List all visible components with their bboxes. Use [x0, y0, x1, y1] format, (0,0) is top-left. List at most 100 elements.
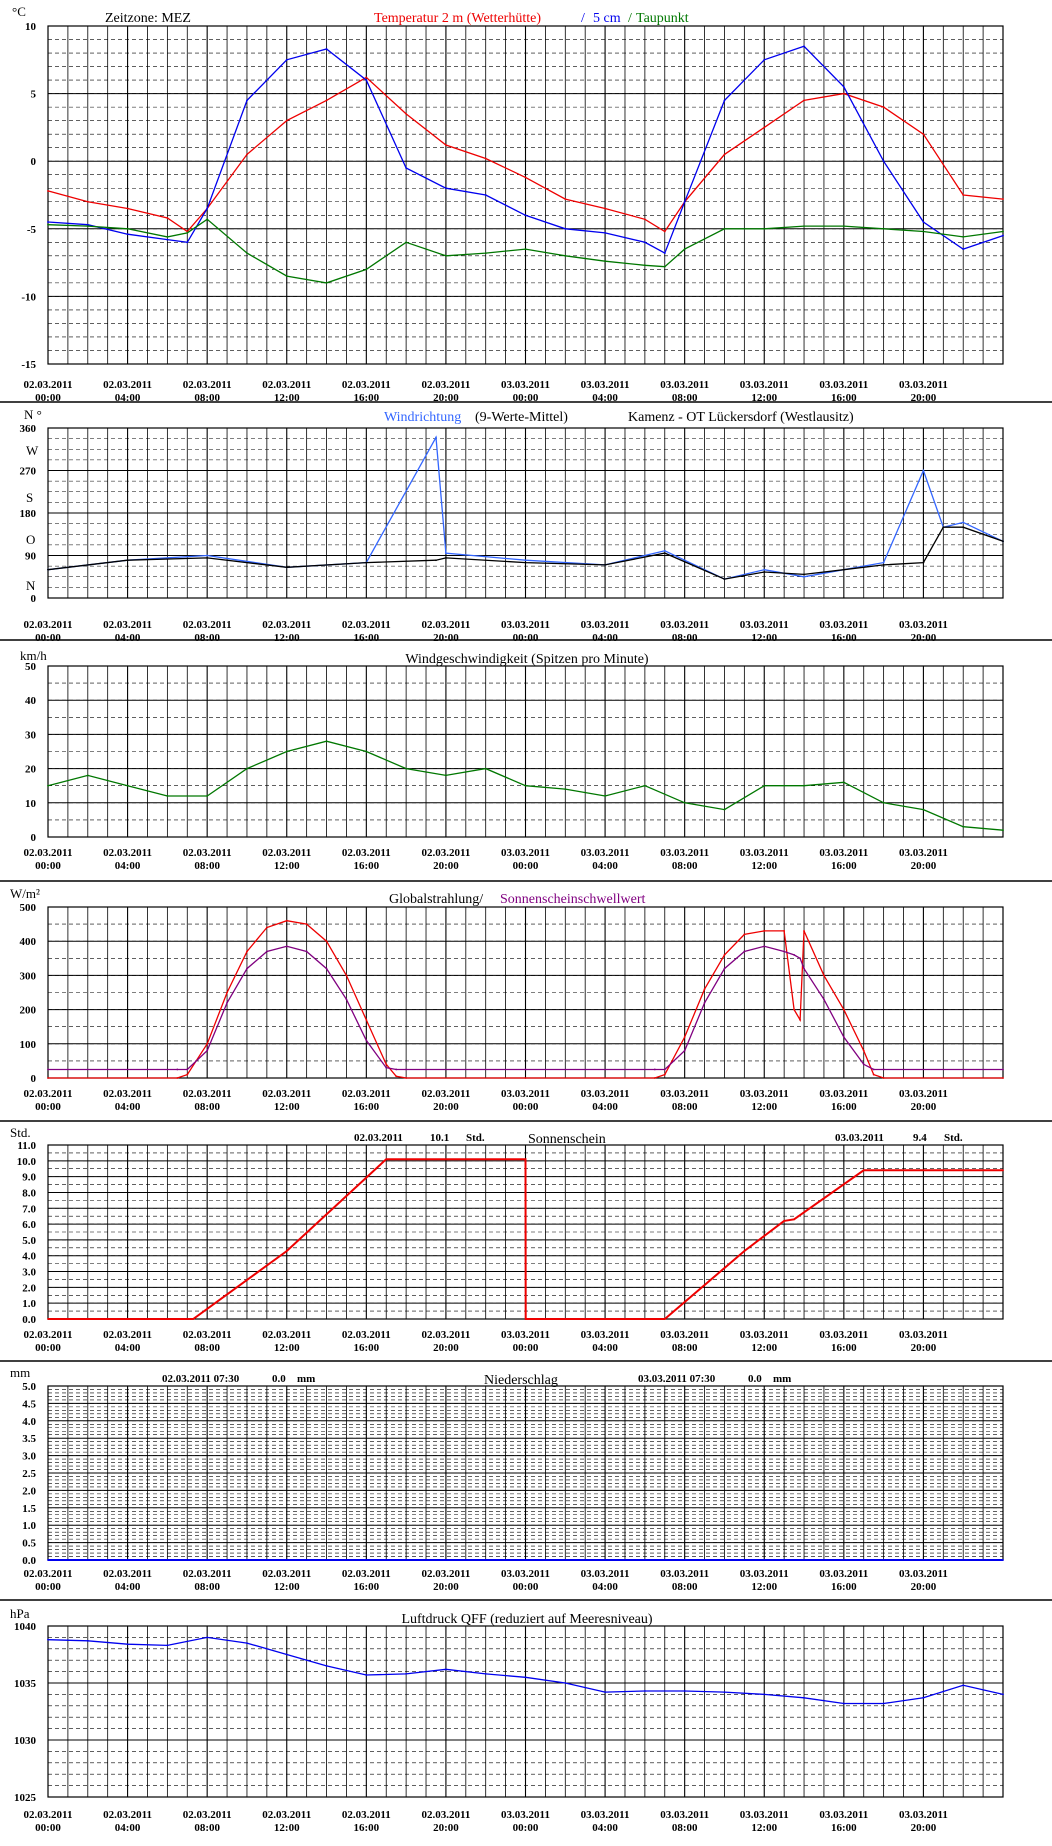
pressure-data-point	[365, 1674, 368, 1676]
x-date-label: 03.03.2011	[660, 1568, 709, 1580]
temperature-data-point	[206, 218, 209, 221]
temperature-data-point	[325, 48, 328, 50]
pressure-data-point	[405, 1672, 408, 1675]
y-tick-label: 1.5	[22, 1503, 36, 1515]
radiation-data-point	[265, 950, 268, 953]
y-tick-label: 500	[20, 902, 37, 914]
temperature-data-point	[643, 241, 646, 244]
x-time-label: 08:00	[672, 1822, 698, 1834]
x-date-label: 02.03.2011	[421, 1809, 470, 1821]
radiation-data-point	[365, 1018, 368, 1021]
title-separator: /	[628, 11, 632, 26]
temperature-data-point	[365, 76, 368, 79]
y-tick-label: 200	[20, 1005, 37, 1017]
x-date-label: 03.03.2011	[899, 619, 948, 631]
wind-direction-data-point	[882, 564, 885, 566]
x-date-label: 03.03.2011	[819, 379, 868, 391]
precipitation-unit-label: mm	[10, 1365, 30, 1380]
pressure-data-point	[246, 1642, 248, 1644]
radiation-data-point	[226, 991, 228, 994]
x-date-label: 03.03.2011	[899, 847, 948, 859]
temperature-data-point	[663, 252, 666, 255]
x-date-label: 03.03.2011	[501, 1809, 550, 1821]
radiation-data-point	[47, 1068, 49, 1071]
wind-speed-data-point	[803, 784, 805, 787]
y-tick-label: 3.0	[22, 1267, 36, 1279]
x-date-label: 03.03.2011	[581, 1329, 630, 1341]
compass-label: W	[26, 443, 39, 458]
radiation-data-point	[653, 1077, 656, 1079]
temperature-data-point	[643, 264, 646, 267]
wind-speed-data-point	[445, 774, 447, 777]
sunshine-data-point	[524, 1318, 527, 1320]
y-tick-label: 360	[20, 423, 37, 435]
pressure-data-point	[126, 1643, 129, 1646]
y-tick-label: 0	[31, 832, 37, 844]
radiation-data-point	[385, 1063, 388, 1066]
x-date-label: 03.03.2011	[899, 1088, 948, 1100]
pressure-data-point	[643, 1690, 646, 1692]
pressure-data-point	[882, 1702, 885, 1705]
x-time-label: 08:00	[194, 860, 220, 872]
x-time-label: 00:00	[35, 1581, 61, 1593]
x-time-label: 00:00	[513, 1101, 539, 1113]
soil-temp-title: 5 cm	[593, 11, 621, 26]
wind-speed-data-point	[683, 801, 686, 804]
wind-speed-data-point	[564, 788, 567, 791]
temperature-data-point	[922, 230, 925, 233]
temperature-data-point	[663, 265, 666, 268]
x-date-label: 02.03.2011	[262, 1088, 311, 1100]
radiation-data-point	[663, 1073, 666, 1076]
temperature-data-point	[206, 207, 209, 210]
x-time-label: 00:00	[35, 860, 61, 872]
pressure-data-point	[166, 1644, 169, 1647]
x-date-label: 03.03.2011	[740, 1568, 789, 1580]
temperature-data-point	[86, 223, 89, 226]
wind-speed-data-point	[365, 750, 368, 753]
pressure-data-point	[484, 1672, 487, 1675]
x-date-label: 03.03.2011	[740, 379, 789, 391]
radiation-data-point	[842, 1036, 845, 1038]
radiation-data-point	[285, 945, 288, 948]
x-date-label: 02.03.2011	[24, 379, 73, 391]
x-time-label: 04:00	[115, 392, 141, 404]
wind-direction-data-point	[47, 568, 49, 571]
sunshine-data-point	[793, 1218, 795, 1221]
x-time-label: 04:00	[115, 1581, 141, 1593]
x-date-label: 03.03.2011	[501, 1568, 550, 1580]
x-time-label: 04:00	[592, 392, 618, 404]
x-time-label: 20:00	[911, 860, 937, 872]
wind-direction-data-point	[445, 556, 447, 559]
threshold-title: Sonnenscheinschwellwert	[500, 892, 646, 907]
x-date-label: 03.03.2011	[501, 847, 550, 859]
temperature-data-point	[405, 167, 408, 169]
radiation-data-point	[763, 930, 766, 932]
x-date-label: 03.03.2011	[581, 379, 630, 391]
y-tick-label: 4.5	[22, 1398, 36, 1410]
x-time-label: 00:00	[513, 1342, 539, 1354]
temperature-data-point	[683, 248, 686, 250]
y-tick-label: 1025	[14, 1792, 37, 1804]
wind-direction-data-point	[285, 566, 288, 569]
y-tick-label: 270	[20, 466, 37, 478]
x-time-label: 00:00	[513, 1581, 539, 1593]
x-date-label: 03.03.2011	[660, 619, 709, 631]
x-date-label: 02.03.2011	[103, 619, 152, 631]
x-time-label: 20:00	[433, 632, 459, 644]
x-time-label: 00:00	[35, 1342, 61, 1354]
temperature-data-point	[325, 281, 328, 284]
x-time-label: 04:00	[115, 860, 141, 872]
temperature-data-point	[285, 119, 288, 122]
wind-speed-data-point	[246, 767, 248, 770]
x-time-label: 04:00	[115, 1101, 141, 1113]
x-time-label: 16:00	[831, 1101, 857, 1113]
radiation-data-point	[285, 919, 288, 922]
wind-speed-data-point	[86, 774, 89, 777]
y-tick-label: 2.0	[22, 1282, 36, 1294]
x-time-label: 00:00	[35, 392, 61, 404]
sunshine-data-point	[743, 1250, 746, 1252]
x-date-label: 02.03.2011	[262, 847, 311, 859]
x-date-label: 03.03.2011	[740, 1329, 789, 1341]
temperature-data-point	[882, 227, 885, 230]
radiation-data-point	[872, 1073, 875, 1076]
